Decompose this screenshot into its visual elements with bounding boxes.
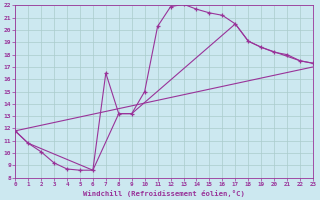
X-axis label: Windchill (Refroidissement éolien,°C): Windchill (Refroidissement éolien,°C) bbox=[83, 190, 245, 197]
